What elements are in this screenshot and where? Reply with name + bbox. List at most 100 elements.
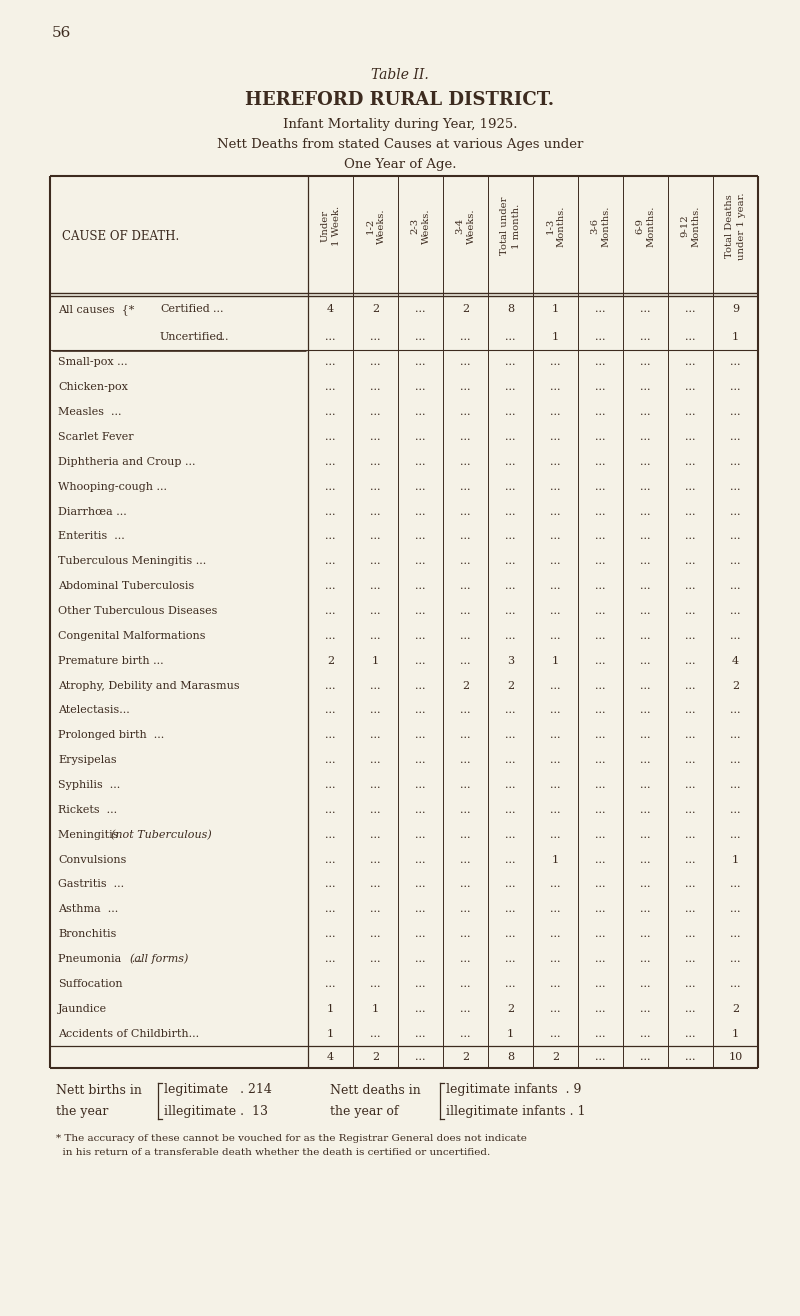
Text: ...: ... — [415, 557, 426, 566]
Text: ...: ... — [415, 304, 426, 315]
Text: ...: ... — [640, 582, 650, 591]
Text: ...: ... — [550, 582, 561, 591]
Text: 1: 1 — [552, 304, 559, 315]
Text: ...: ... — [550, 805, 561, 815]
Text: ...: ... — [460, 904, 470, 915]
Text: ...: ... — [415, 507, 426, 517]
Text: 1-3
Months.: 1-3 Months. — [546, 205, 566, 246]
Text: ...: ... — [686, 457, 696, 467]
Text: ...: ... — [460, 755, 470, 765]
Text: 1-2
Weeks.: 1-2 Weeks. — [366, 208, 386, 243]
Text: ...: ... — [326, 358, 336, 367]
Text: ...: ... — [595, 332, 606, 341]
Text: ...: ... — [730, 482, 741, 492]
Text: ...: ... — [550, 879, 561, 890]
Text: Prolonged birth  ...: Prolonged birth ... — [58, 730, 164, 741]
Text: ...: ... — [415, 904, 426, 915]
Text: ...: ... — [686, 954, 696, 965]
Text: ...: ... — [460, 879, 470, 890]
Text: HEREFORD RURAL DISTRICT.: HEREFORD RURAL DISTRICT. — [246, 91, 554, 109]
Text: Other Tuberculous Diseases: Other Tuberculous Diseases — [58, 605, 218, 616]
Text: ...: ... — [730, 507, 741, 517]
Text: ...: ... — [550, 1029, 561, 1038]
Text: ...: ... — [326, 730, 336, 741]
Text: Infant Mortality during Year, 1925.: Infant Mortality during Year, 1925. — [282, 118, 518, 132]
Text: ...: ... — [460, 557, 470, 566]
Text: ...: ... — [550, 358, 561, 367]
Text: ...: ... — [370, 705, 381, 716]
Text: ...: ... — [730, 929, 741, 940]
Text: ...: ... — [595, 780, 606, 790]
Text: 4: 4 — [327, 304, 334, 315]
Text: ...: ... — [686, 904, 696, 915]
Text: ...: ... — [460, 929, 470, 940]
Text: ...: ... — [460, 705, 470, 716]
Text: ...: ... — [506, 705, 516, 716]
Text: legitimate   . 214: legitimate . 214 — [164, 1083, 272, 1096]
Text: ...: ... — [415, 605, 426, 616]
Text: ...: ... — [460, 730, 470, 741]
Text: ...: ... — [686, 829, 696, 840]
Text: ...: ... — [460, 432, 470, 442]
Text: 1: 1 — [327, 1029, 334, 1038]
Text: ...: ... — [415, 532, 426, 541]
Text: 4: 4 — [732, 655, 739, 666]
Text: ...: ... — [640, 829, 650, 840]
Text: 8: 8 — [507, 304, 514, 315]
Text: 1: 1 — [372, 655, 379, 666]
Text: ...: ... — [595, 954, 606, 965]
Text: Erysipelas: Erysipelas — [58, 755, 117, 765]
Text: ...: ... — [415, 382, 426, 392]
Text: 2: 2 — [372, 304, 379, 315]
Text: ...: ... — [550, 630, 561, 641]
Text: ...: ... — [460, 854, 470, 865]
Text: ...: ... — [686, 304, 696, 315]
Text: ...: ... — [370, 954, 381, 965]
Text: ...: ... — [595, 829, 606, 840]
Text: ...: ... — [595, 705, 606, 716]
Text: ...: ... — [506, 730, 516, 741]
Text: ...: ... — [550, 780, 561, 790]
Text: Bronchitis: Bronchitis — [58, 929, 116, 940]
Text: ...: ... — [595, 1051, 606, 1062]
Text: (not Tuberculous): (not Tuberculous) — [110, 829, 211, 840]
Text: ...: ... — [640, 507, 650, 517]
Text: ...: ... — [595, 532, 606, 541]
Text: 6-9
Months.: 6-9 Months. — [635, 205, 655, 246]
Text: 4: 4 — [327, 1051, 334, 1062]
Text: ...: ... — [506, 755, 516, 765]
Text: ...: ... — [595, 755, 606, 765]
Text: ...: ... — [640, 630, 650, 641]
Text: ...: ... — [326, 332, 336, 341]
Text: Syphilis  ...: Syphilis ... — [58, 780, 120, 790]
Text: ...: ... — [686, 1051, 696, 1062]
Text: 2: 2 — [462, 1051, 469, 1062]
Text: 2: 2 — [327, 655, 334, 666]
Text: ...: ... — [640, 457, 650, 467]
Text: ...: ... — [415, 358, 426, 367]
Text: ...: ... — [686, 854, 696, 865]
Text: ...: ... — [550, 507, 561, 517]
Text: ...: ... — [686, 1029, 696, 1038]
Text: Pneumonia   ...: Pneumonia ... — [58, 954, 142, 965]
Text: ...: ... — [730, 730, 741, 741]
Text: Certified: Certified — [160, 304, 210, 315]
Text: ...: ... — [370, 730, 381, 741]
Text: ...: ... — [730, 630, 741, 641]
Text: ...: ... — [686, 482, 696, 492]
Text: ...: ... — [326, 507, 336, 517]
Text: ...: ... — [415, 1004, 426, 1013]
Text: ...: ... — [640, 680, 650, 691]
Text: Meningitis: Meningitis — [58, 829, 122, 840]
Text: ...: ... — [550, 382, 561, 392]
Text: ...: ... — [550, 1004, 561, 1013]
Text: ...: ... — [460, 630, 470, 641]
Text: ...: ... — [415, 954, 426, 965]
Text: CAUSE OF DEATH.: CAUSE OF DEATH. — [62, 229, 179, 242]
Text: ...: ... — [730, 407, 741, 417]
Text: ...: ... — [415, 705, 426, 716]
Text: ...: ... — [506, 954, 516, 965]
Text: 2: 2 — [507, 1004, 514, 1013]
Text: 2: 2 — [552, 1051, 559, 1062]
Text: ...: ... — [218, 332, 229, 341]
